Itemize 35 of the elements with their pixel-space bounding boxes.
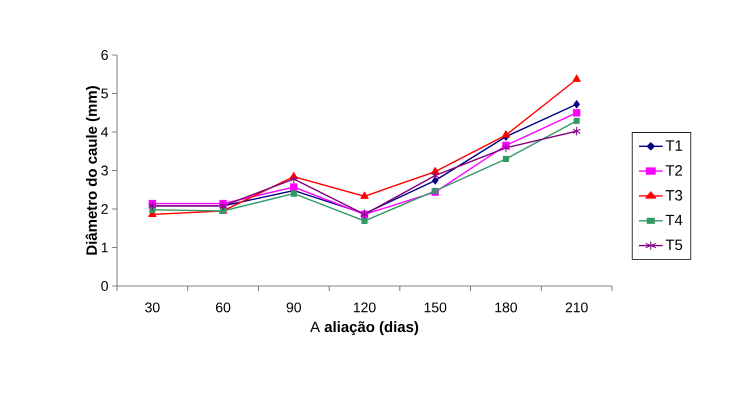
legend-label: T4 xyxy=(666,214,682,226)
x-tick-label: 120 xyxy=(354,302,376,312)
x-tick-label: 90 xyxy=(286,302,302,312)
point xyxy=(290,183,298,191)
x-tick-label: 60 xyxy=(216,302,230,312)
legend-label: T3 xyxy=(666,190,682,201)
legend-label: T5 xyxy=(666,240,682,250)
x-tick-label: 210 xyxy=(566,302,588,312)
point xyxy=(290,174,298,184)
y-tick-label: 2 xyxy=(101,204,108,214)
x-tick-label: 30 xyxy=(145,302,160,312)
point xyxy=(502,143,510,152)
point xyxy=(502,130,510,138)
y-tick-label: 3 xyxy=(101,166,108,176)
x-axis-title: A aliação (dias) xyxy=(310,321,418,336)
y-tick-label: 5 xyxy=(101,88,108,98)
y-axis-title: Diâmetro do caule (mm) xyxy=(86,86,100,255)
legend-label: T1 xyxy=(666,140,682,151)
point xyxy=(572,74,581,82)
point xyxy=(502,156,510,162)
x-tick-label: 150 xyxy=(424,302,446,312)
point xyxy=(431,170,440,180)
point xyxy=(572,126,581,136)
point xyxy=(572,109,580,116)
y-tick-label: 6 xyxy=(101,50,108,60)
legend-label: T2 xyxy=(666,165,682,176)
x-tick-label: 180 xyxy=(495,302,518,312)
point xyxy=(360,192,369,199)
point xyxy=(290,190,297,197)
point xyxy=(574,118,580,124)
point xyxy=(573,100,580,108)
point xyxy=(361,218,368,224)
y-tick-label: 1 xyxy=(102,242,108,252)
y-tick-label: 0 xyxy=(101,281,108,291)
y-tick-label: 4 xyxy=(101,127,108,137)
